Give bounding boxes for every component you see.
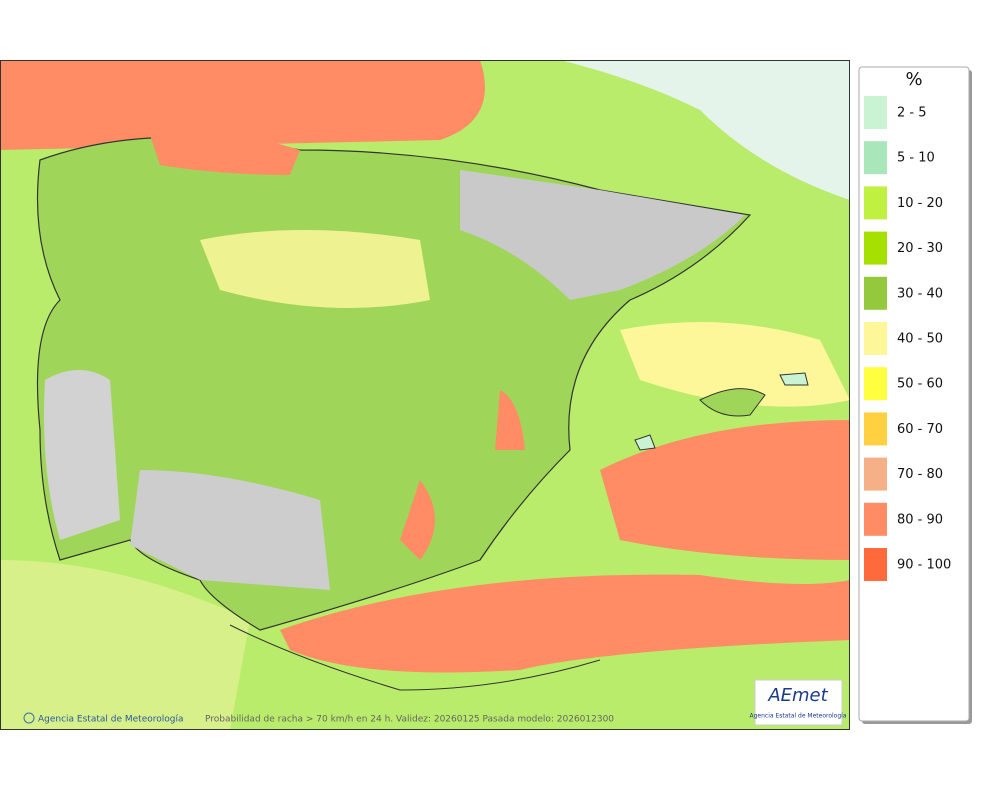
legend-label: 20 - 30: [897, 241, 943, 256]
legend-label: 50 - 60: [897, 377, 943, 392]
legend-label: 40 - 50: [897, 332, 943, 347]
logo-subtitle: Agencia Estatal de Meteorología: [750, 713, 847, 720]
legend-label: 90 - 100: [897, 558, 951, 573]
legend-label: 5 - 10: [897, 151, 935, 166]
legend-label: 70 - 80: [897, 467, 943, 482]
credit: Agencia Estatal de Meteorología: [38, 715, 184, 725]
map: [0, 60, 850, 730]
legend-label: 10 - 20: [897, 196, 943, 211]
copyright-icon: [23, 712, 35, 724]
legend: 2 - 5 5 - 10 10 - 20 20 - 30 30 - 40 40 - 50 5…: [864, 96, 951, 581]
legend-swatch: [864, 276, 887, 310]
legend-swatch: [864, 457, 887, 491]
legend-swatch: [864, 502, 887, 536]
legend-swatch: [864, 96, 887, 129]
legend-swatch: [864, 548, 887, 581]
legend-label: 30 - 40: [897, 286, 943, 301]
legend-label: 80 - 90: [897, 512, 943, 527]
legend-label: 2 - 5: [897, 106, 927, 121]
legend-swatch: [864, 322, 887, 355]
legend-label: 60 - 70: [897, 422, 943, 437]
logo-name: AEmet: [767, 685, 828, 706]
logo-box: [754, 679, 843, 726]
legend-swatch: [864, 231, 887, 265]
legend-title: %: [905, 69, 922, 90]
legend-swatch: [864, 186, 887, 220]
legend-swatch: [864, 141, 887, 175]
legend-swatch: [864, 367, 887, 401]
legend-swatch: [864, 412, 887, 446]
caption: Probabilidad de racha > 70 km/h en 24 h.…: [205, 715, 614, 725]
